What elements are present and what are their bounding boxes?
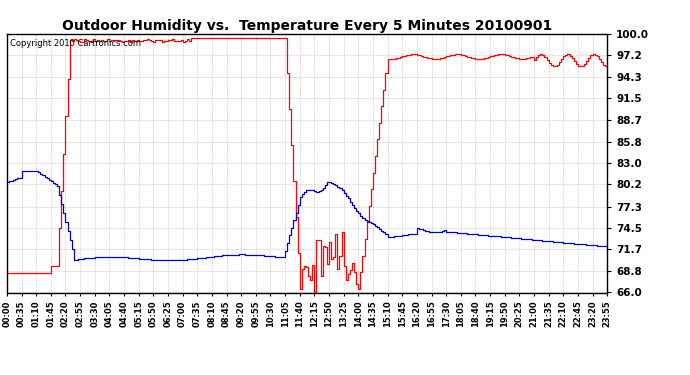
Title: Outdoor Humidity vs.  Temperature Every 5 Minutes 20100901: Outdoor Humidity vs. Temperature Every 5… bbox=[62, 19, 552, 33]
Text: Copyright 2010 Cartronics.com: Copyright 2010 Cartronics.com bbox=[10, 39, 141, 48]
